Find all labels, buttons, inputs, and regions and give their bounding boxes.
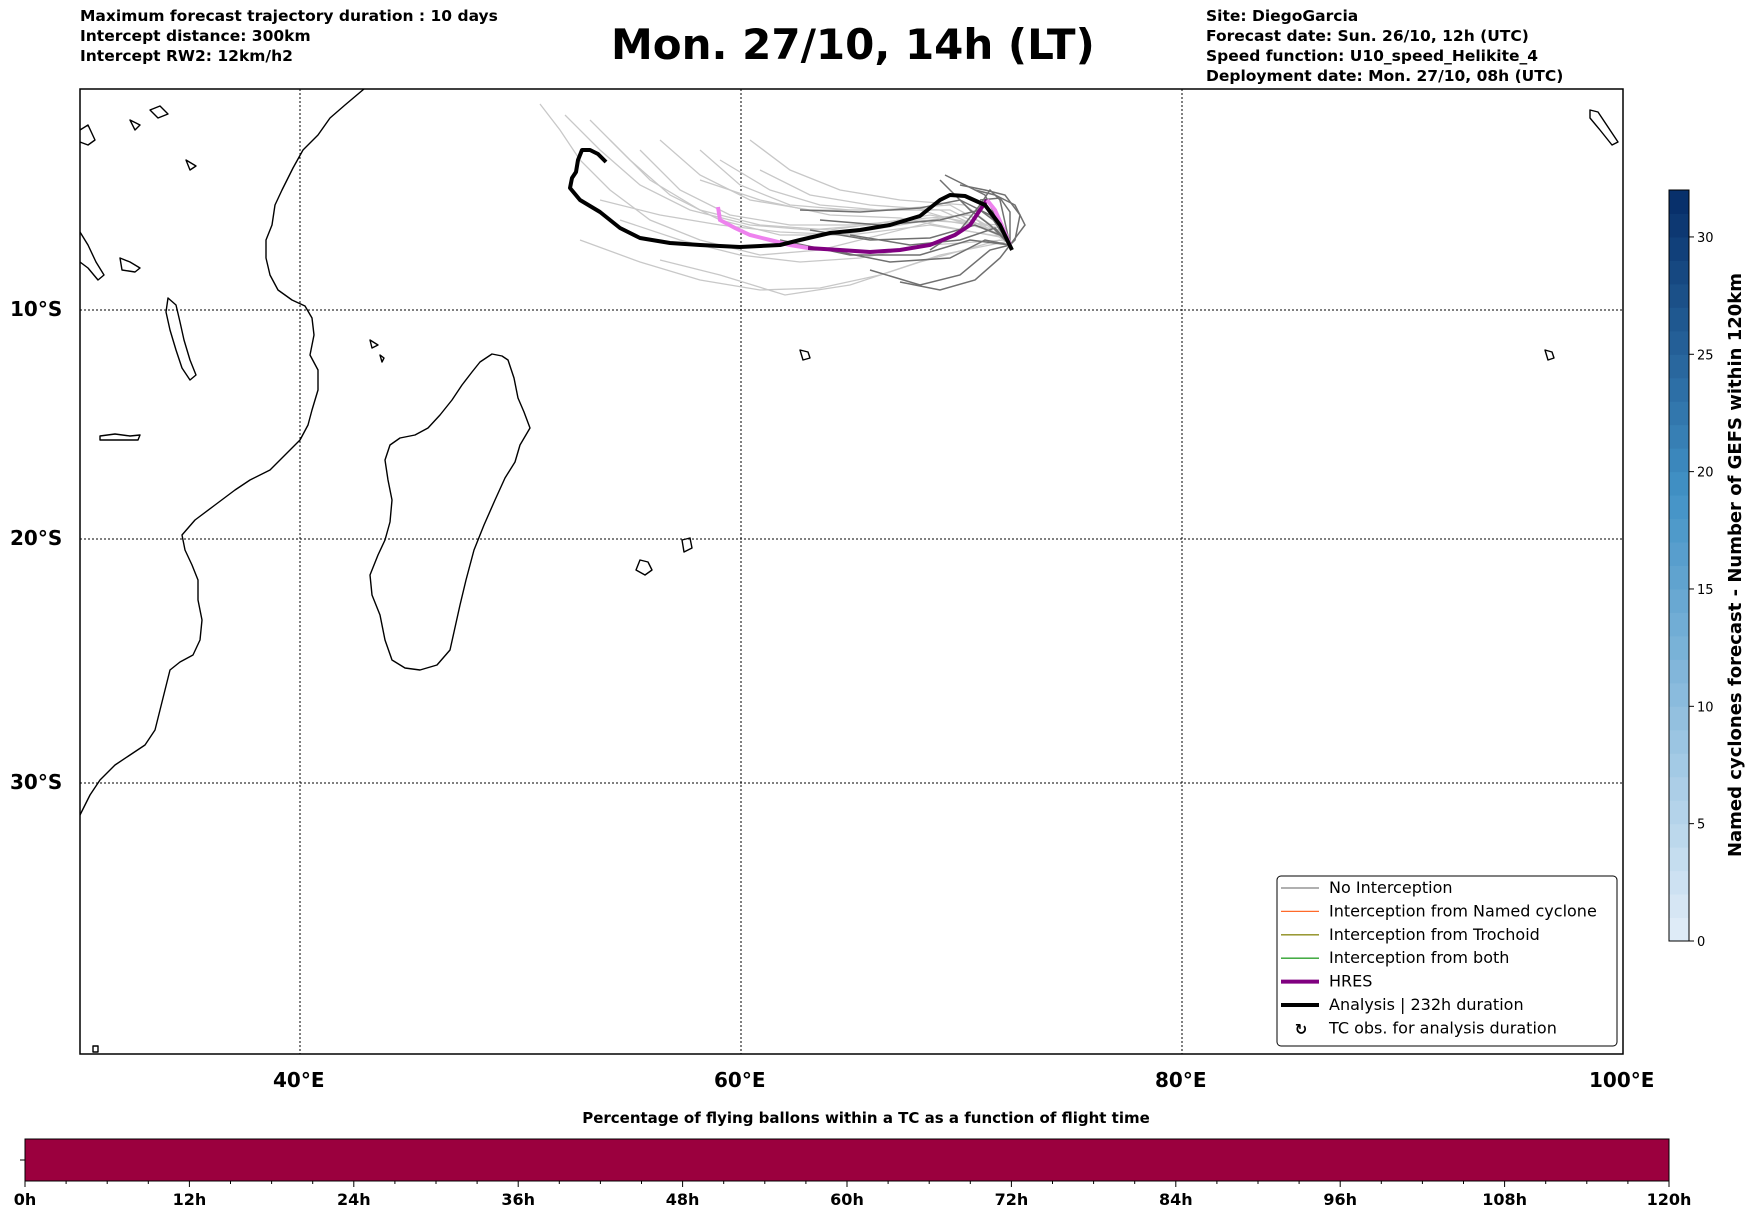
right-colorbar-cell — [1669, 542, 1689, 566]
intercept-rw2-text: Intercept RW2: 12km/h2 — [80, 47, 293, 65]
bottom-colorbar-tick-label: 60h — [830, 1190, 864, 1209]
coastlines — [80, 89, 1619, 1053]
map-frame — [79, 88, 1624, 1055]
africa-coast — [80, 89, 365, 816]
right-colorbar-cell — [1669, 448, 1689, 473]
bottom-colorbar-tick-label: 36h — [501, 1190, 535, 1209]
speed-function-text: Speed function: U10_speed_Helikite_4 — [1206, 47, 1539, 65]
right-colorbar-cell — [1669, 823, 1689, 848]
right-colorbar-tick-label: 15 — [1697, 583, 1714, 598]
right-colorbar-cell — [1669, 729, 1689, 754]
right-colorbar-cell — [1669, 894, 1689, 919]
legend: No Interception Interception from Named c… — [1276, 875, 1618, 1047]
bottom-colorbar-tick-label: 24h — [337, 1190, 371, 1209]
bottom-colorbar-tick-label: 48h — [666, 1190, 700, 1209]
legend-label-5: Analysis | 232h duration — [1329, 995, 1524, 1014]
right-colorbar-cell — [1669, 283, 1689, 308]
legend-label-4: HRES — [1329, 972, 1372, 991]
page-title: Mon. 27/10, 14h (LT) — [611, 20, 1095, 69]
lat-label-10s: 10°S — [10, 297, 63, 321]
bottom-colorbar-tick-label: 12h — [173, 1190, 207, 1209]
bottom-colorbar-tick-label: 96h — [1323, 1190, 1357, 1209]
ensemble-tracks-dark — [779, 174, 1026, 291]
right-colorbar-cell — [1669, 495, 1689, 520]
bottom-colorbar-bar — [24, 1138, 1670, 1182]
right-colorbar-cell — [1669, 518, 1689, 543]
madagascar-coast — [369, 353, 531, 671]
header-left: Maximum forecast trajectory duration : 1… — [80, 6, 498, 66]
header-right: Site: DiegoGarcia Forecast date: Sun. 26… — [1206, 6, 1563, 86]
right-colorbar-cell — [1669, 236, 1689, 261]
bottom-colorbar-title: Percentage of flying ballons within a TC… — [582, 1109, 1150, 1127]
right-colorbar-cell — [1669, 260, 1689, 285]
right-colorbar-cell — [1669, 776, 1689, 801]
right-colorbar-tick-label: 0 — [1697, 935, 1705, 950]
right-colorbar-cell — [1669, 330, 1689, 355]
right-colorbar-cell — [1669, 588, 1689, 613]
legend-label-1: Interception from Named cyclone — [1329, 901, 1597, 920]
bottom-colorbar-tick-label: 0h — [14, 1190, 37, 1209]
site-text: Site: DiegoGarcia — [1206, 7, 1359, 25]
lon-label-60e: 60°E — [714, 1068, 766, 1092]
legend-label-0: No Interception — [1329, 878, 1453, 897]
analysis-track — [568, 148, 1014, 251]
ensemble-tracks-light — [539, 103, 1011, 296]
bottom-colorbar: Percentage of flying ballons within a TC… — [14, 1109, 1692, 1209]
right-colorbar-cell — [1669, 190, 1689, 214]
lon-label-40e: 40°E — [273, 1068, 325, 1092]
right-colorbar-cell — [1669, 401, 1689, 426]
right-colorbar-tick-label: 30 — [1697, 231, 1714, 246]
right-colorbar-cell — [1669, 377, 1689, 402]
right-colorbar-cell — [1669, 213, 1689, 238]
right-colorbar-cell — [1669, 800, 1689, 825]
bottom-colorbar-tick-label: 108h — [1482, 1190, 1527, 1209]
right-colorbar-tick-label: 20 — [1697, 466, 1714, 481]
lon-label-100e: 100°E — [1589, 1068, 1655, 1092]
right-colorbar-cell — [1669, 565, 1689, 590]
right-colorbar-cell — [1669, 917, 1689, 942]
right-colorbar-cell — [1669, 354, 1689, 379]
right-colorbar-tick-label: 25 — [1697, 348, 1714, 363]
bottom-colorbar-tick-label: 72h — [995, 1190, 1029, 1209]
right-colorbar-cell — [1669, 870, 1689, 895]
right-colorbar-cell — [1669, 612, 1689, 637]
right-colorbar-cell — [1669, 307, 1689, 332]
right-colorbar-label: Named cyclones forecast - Number of GEFS… — [1725, 273, 1746, 857]
bottom-colorbar-tick-label: 84h — [1159, 1190, 1193, 1209]
right-colorbar-cell — [1669, 659, 1689, 684]
legend-marker-icon: ↻ — [1295, 1020, 1308, 1038]
right-colorbar-cell — [1669, 753, 1689, 778]
right-colorbar-cell — [1669, 635, 1689, 660]
legend-label-3: Interception from both — [1329, 948, 1509, 967]
right-colorbar-tick-label: 5 — [1697, 818, 1705, 833]
lat-label-30s: 30°S — [10, 770, 63, 794]
right-colorbar-tick-label: 10 — [1697, 700, 1714, 715]
forecast-date-text: Forecast date: Sun. 26/10, 12h (UTC) — [1206, 27, 1529, 45]
legend-label-2: Interception from Trochoid — [1329, 925, 1540, 944]
max-duration-text: Maximum forecast trajectory duration : 1… — [80, 7, 498, 25]
bottom-colorbar-tick-label: 120h — [1647, 1190, 1692, 1209]
right-colorbar-cell — [1669, 706, 1689, 731]
deployment-date-text: Deployment date: Mon. 27/10, 08h (UTC) — [1206, 67, 1564, 85]
right-colorbar: 0 5 10 15 20 25 30 Named cyclones forecast - N… — [1668, 189, 1746, 950]
intercept-distance-text: Intercept distance: 300km — [80, 27, 311, 45]
lat-label-20s: 20°S — [10, 526, 63, 550]
lon-label-80e: 80°E — [1155, 1068, 1207, 1092]
right-colorbar-cell — [1669, 424, 1689, 449]
right-colorbar-cell — [1669, 847, 1689, 872]
right-colorbar-cell — [1669, 471, 1689, 496]
right-colorbar-cell — [1669, 682, 1689, 707]
legend-label-6: TC obs. for analysis duration — [1328, 1018, 1557, 1037]
map-content — [80, 89, 1623, 1054]
